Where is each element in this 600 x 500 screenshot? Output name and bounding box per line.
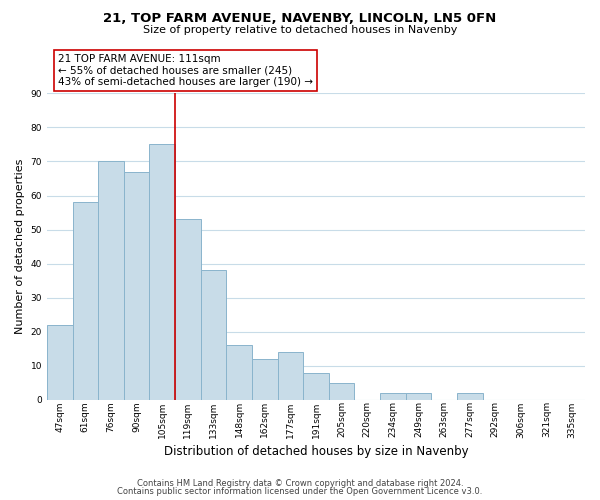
Bar (124, 172, 149, 400)
Y-axis label: Number of detached properties: Number of detached properties (15, 159, 25, 334)
Bar (329, 383, 355, 400)
Bar (252, 359, 278, 400)
Bar (73, 202, 98, 400)
Bar (303, 372, 329, 400)
Bar (380, 393, 406, 400)
Bar (98, 162, 124, 400)
Bar (457, 393, 482, 400)
Text: 21, TOP FARM AVENUE, NAVENBY, LINCOLN, LN5 0FN: 21, TOP FARM AVENUE, NAVENBY, LINCOLN, L… (103, 12, 497, 26)
Text: Contains HM Land Registry data © Crown copyright and database right 2024.: Contains HM Land Registry data © Crown c… (137, 478, 463, 488)
Bar (47, 325, 73, 400)
Bar (149, 144, 175, 400)
Text: Size of property relative to detached houses in Navenby: Size of property relative to detached ho… (143, 25, 457, 35)
Bar (406, 393, 431, 400)
Bar (226, 346, 252, 400)
Bar (200, 270, 226, 400)
X-axis label: Distribution of detached houses by size in Navenby: Distribution of detached houses by size … (164, 444, 468, 458)
Text: Contains public sector information licensed under the Open Government Licence v3: Contains public sector information licen… (118, 487, 482, 496)
Bar (175, 220, 200, 400)
Bar (278, 352, 303, 400)
Text: 21 TOP FARM AVENUE: 111sqm
← 55% of detached houses are smaller (245)
43% of sem: 21 TOP FARM AVENUE: 111sqm ← 55% of deta… (58, 54, 313, 88)
